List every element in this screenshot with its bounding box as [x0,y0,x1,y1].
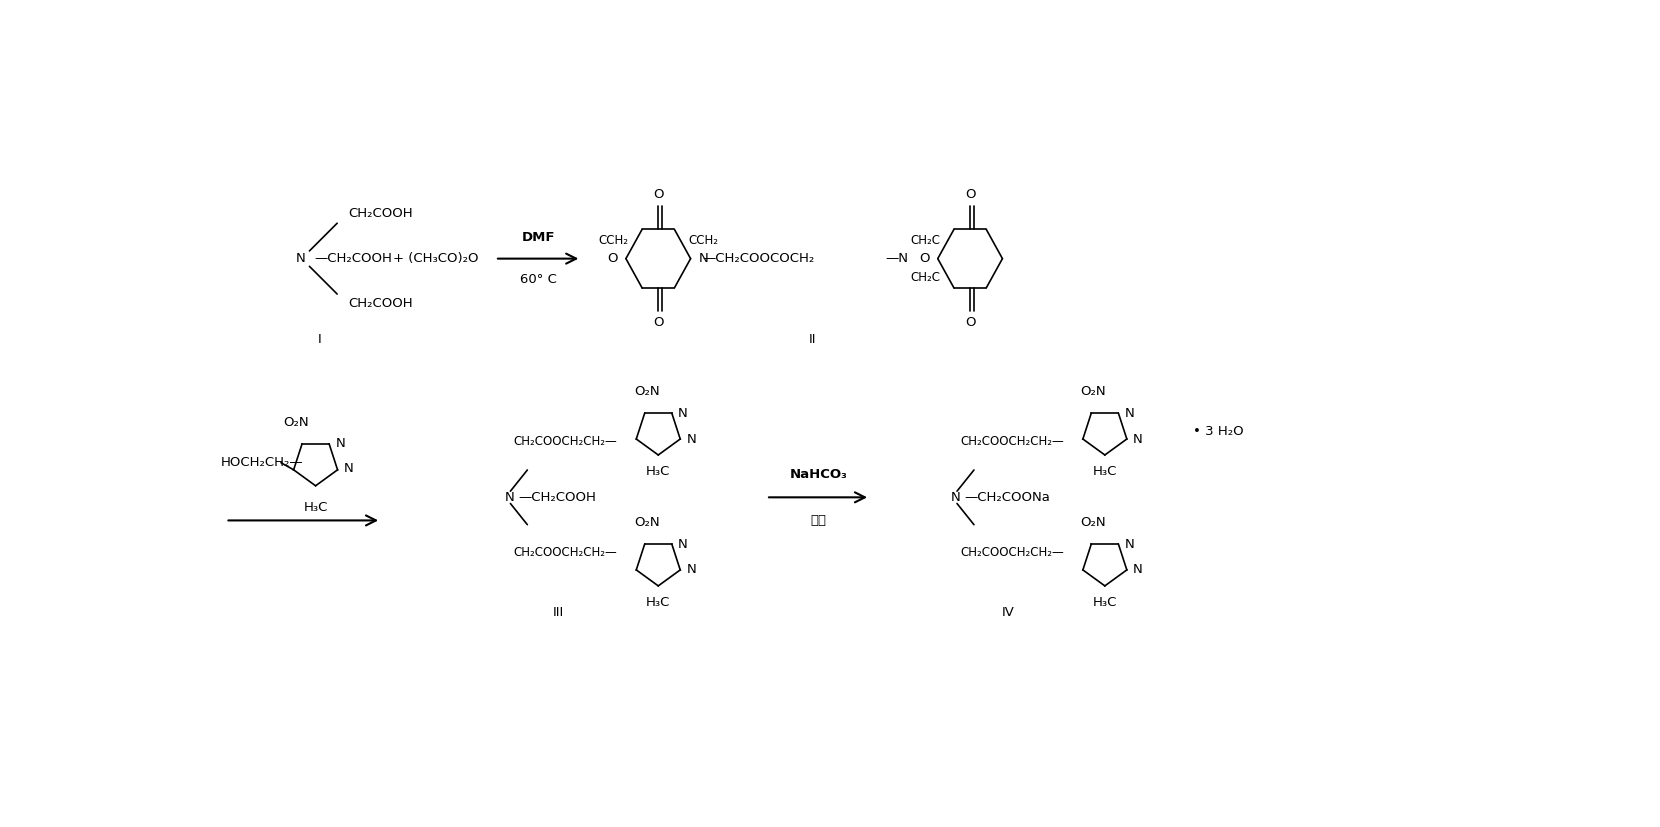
Text: 60° C: 60° C [520,273,556,286]
Text: CH₂COOCH₂CH₂—: CH₂COOCH₂CH₂— [959,435,1064,448]
Text: N: N [344,461,354,475]
Text: O₂N: O₂N [1081,385,1106,399]
Text: O: O [920,252,930,265]
Text: 乙醇: 乙醇 [810,514,827,527]
Text: N: N [295,252,305,265]
Text: N: N [951,491,961,504]
Text: H₃C: H₃C [646,596,671,609]
Text: O: O [964,316,976,329]
Text: O₂N: O₂N [634,516,659,529]
Text: O: O [652,189,664,201]
Text: N: N [686,433,696,446]
Text: —N: —N [885,252,908,265]
Text: + (CH₃CO)₂O: + (CH₃CO)₂O [393,252,478,265]
Text: —CH₂COONa: —CH₂COONa [964,491,1051,504]
Text: O: O [652,316,664,329]
Text: CH₂COOCH₂CH₂—: CH₂COOCH₂CH₂— [513,547,618,559]
Text: CH₂COOH: CH₂COOH [349,208,413,221]
Text: CH₂COOCH₂CH₂—: CH₂COOCH₂CH₂— [959,547,1064,559]
Text: —CH₂COOH: —CH₂COOH [518,491,596,504]
Text: O: O [964,189,976,201]
Text: N: N [677,407,687,419]
Text: N: N [686,563,696,576]
Text: O: O [608,252,618,265]
Text: II: II [808,333,817,346]
Text: CCH₂: CCH₂ [598,234,627,246]
Text: H₃C: H₃C [304,501,327,514]
Text: —CH₂COOH: —CH₂COOH [314,252,392,265]
Text: N: N [505,491,515,504]
Text: O₂N: O₂N [1081,516,1106,529]
Text: N: N [699,252,709,265]
Text: N: N [1124,407,1134,419]
Text: III: III [553,606,564,619]
Text: N: N [1134,563,1142,576]
Text: H₃C: H₃C [1092,466,1117,479]
Text: • 3 H₂O: • 3 H₂O [1194,425,1243,438]
Text: CH₂C: CH₂C [910,270,940,284]
Text: —CH₂COOCOCH₂: —CH₂COOCOCH₂ [702,252,815,265]
Text: I: I [317,333,322,346]
Text: H₃C: H₃C [1092,596,1117,609]
Text: O₂N: O₂N [284,416,309,429]
Text: CH₂COOCH₂CH₂—: CH₂COOCH₂CH₂— [513,435,618,448]
Text: CH₂COOH: CH₂COOH [349,297,413,310]
Text: DMF: DMF [521,232,554,244]
Text: O₂N: O₂N [634,385,659,399]
Text: N: N [1134,433,1142,446]
Text: N: N [677,538,687,551]
Text: N: N [335,437,345,451]
Text: IV: IV [1003,606,1014,619]
Text: CCH₂: CCH₂ [689,234,719,246]
Text: N: N [1124,538,1134,551]
Text: H₃C: H₃C [646,466,671,479]
Text: CH₂C: CH₂C [910,234,940,246]
Text: HOCH₂CH₂—: HOCH₂CH₂— [221,457,304,469]
Text: NaHCO₃: NaHCO₃ [790,468,847,480]
